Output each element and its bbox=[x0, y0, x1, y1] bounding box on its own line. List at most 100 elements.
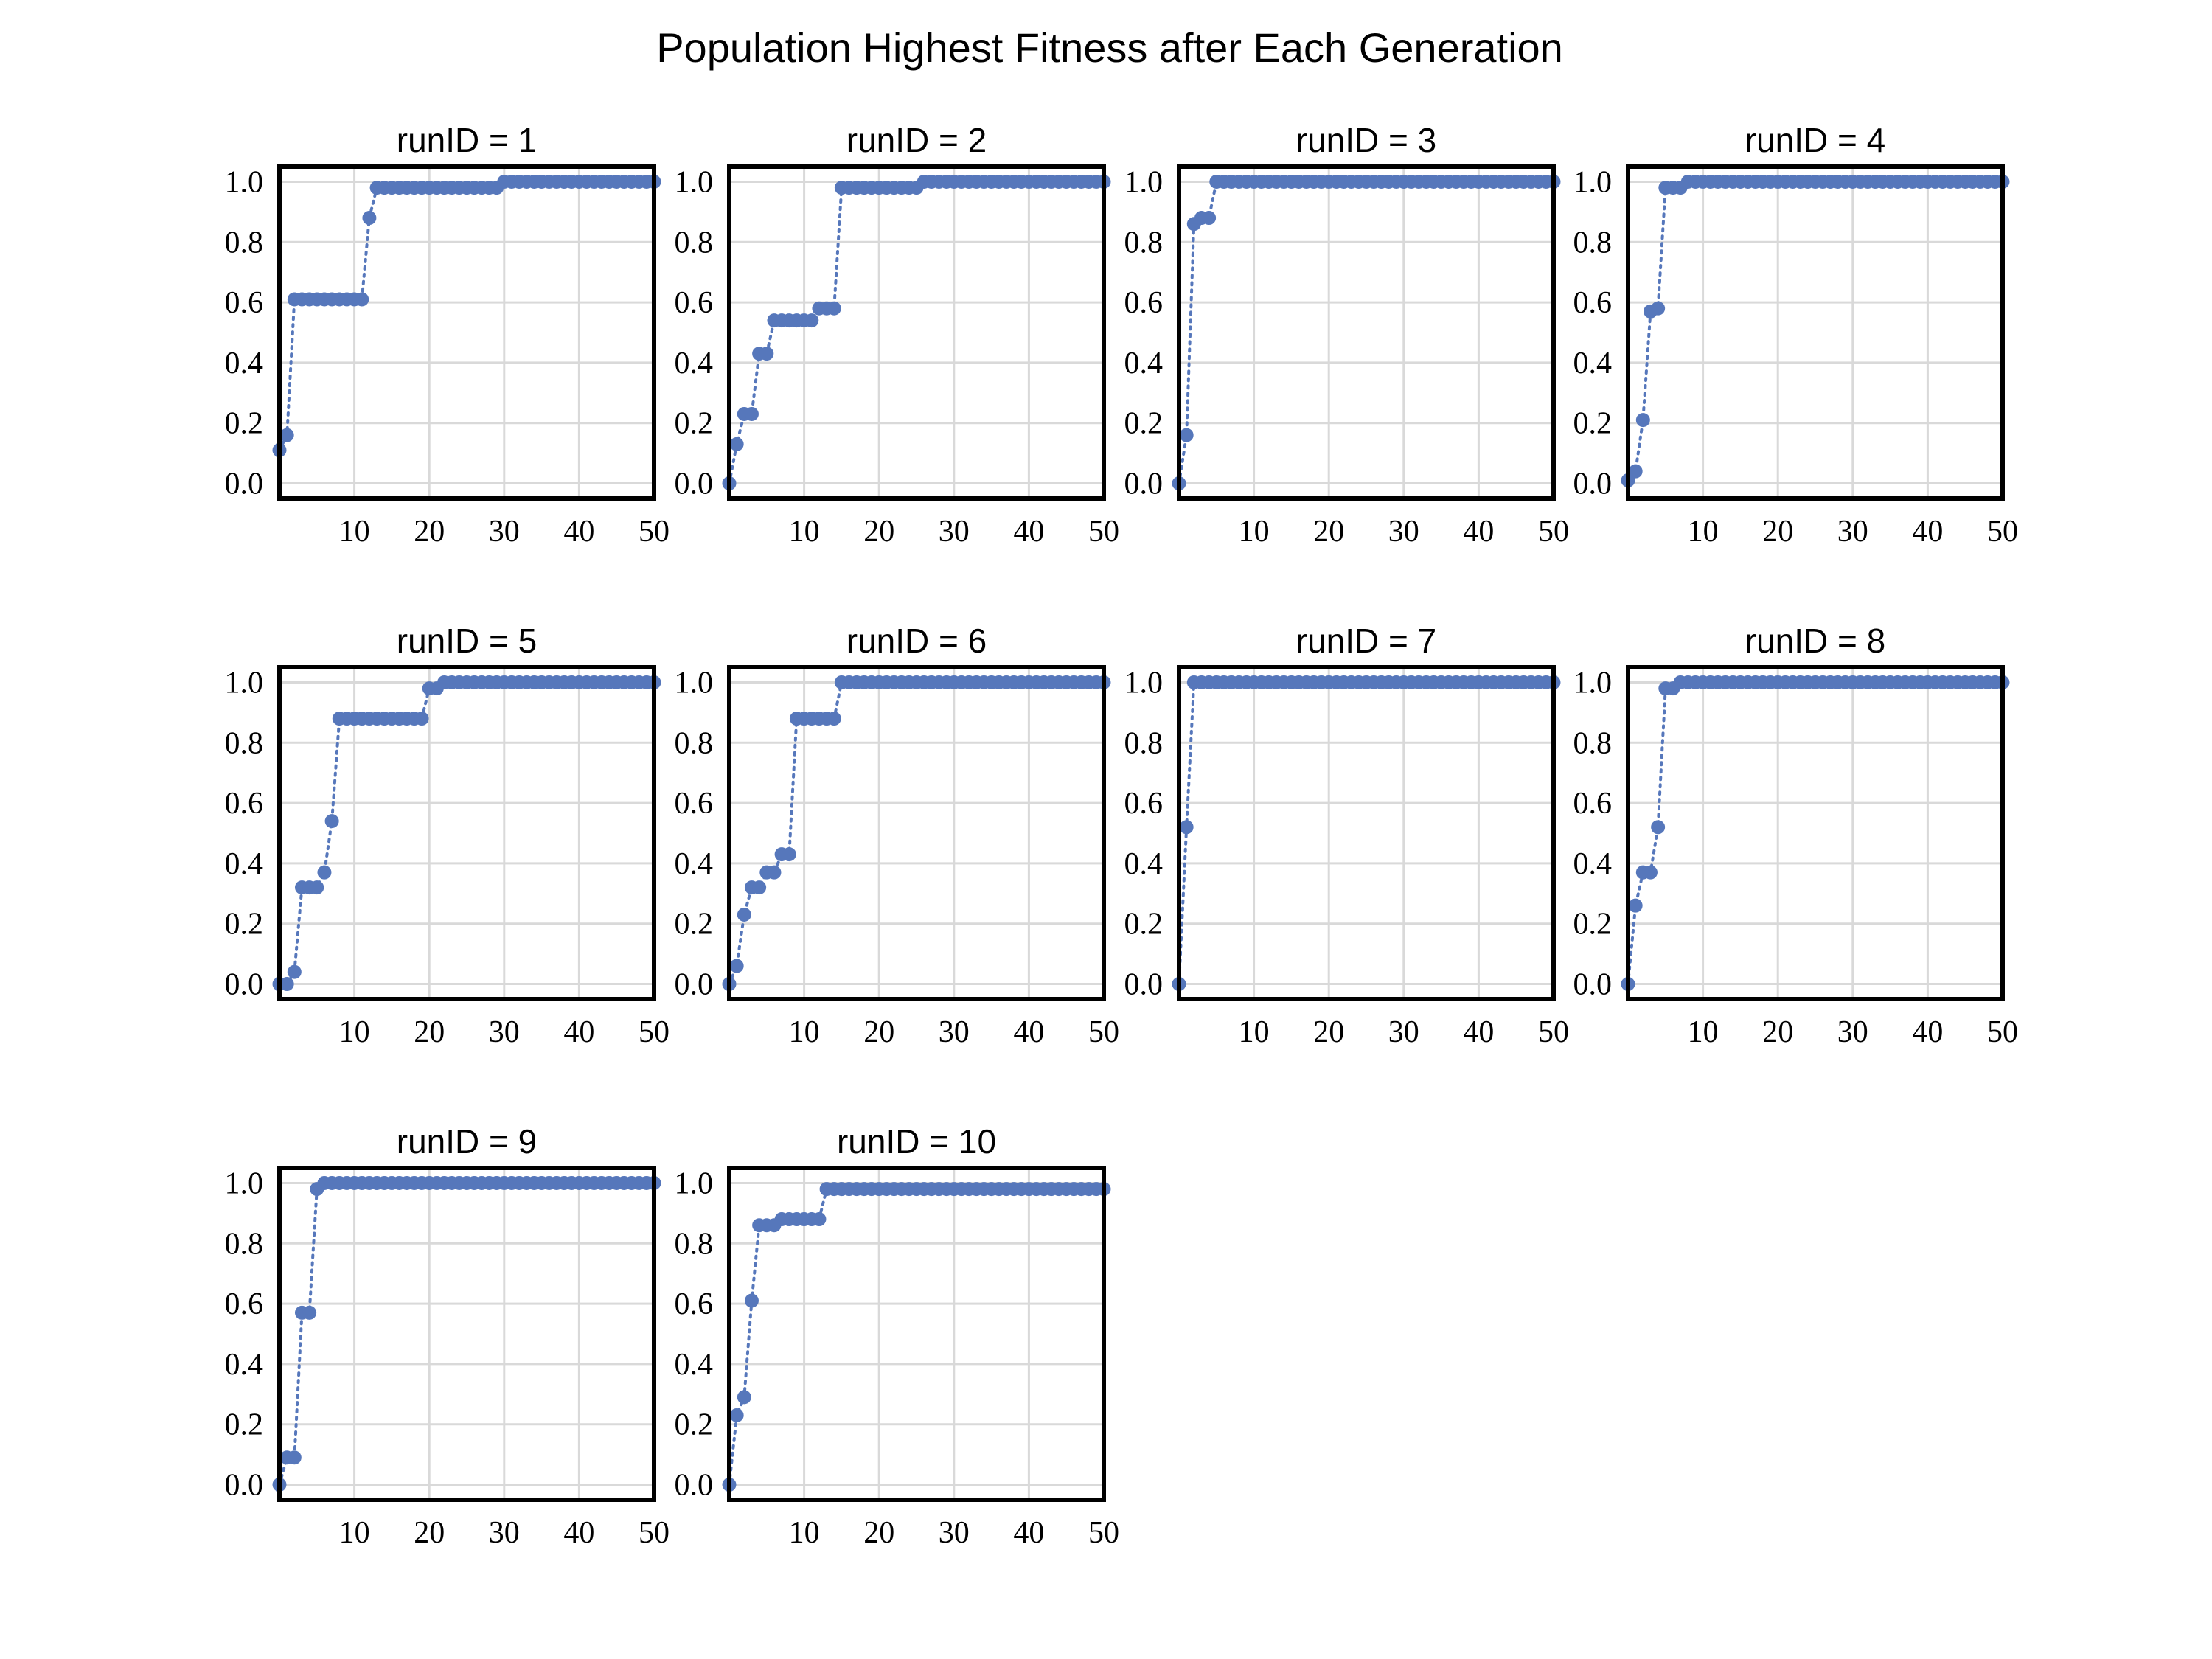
subplot-10: runID = 10 10 20 30 40 50 0.0 0.2 0.4 0.6 0.8 1.0 bbox=[675, 1122, 1120, 1550]
x-tick-label: 40 bbox=[1013, 1015, 1044, 1049]
data-point bbox=[744, 406, 759, 421]
x-tick-label: 50 bbox=[1088, 1015, 1119, 1049]
y-tick-label: 1.0 bbox=[675, 165, 714, 199]
y-tick-label: 0.4 bbox=[225, 347, 264, 380]
data-point bbox=[362, 211, 377, 226]
subplot-8: runID = 8 10 20 30 40 50 0.0 0.2 0.4 0.6 0.8 1.0 bbox=[1573, 622, 2019, 1049]
plot-frame bbox=[277, 665, 656, 1001]
data-point bbox=[737, 907, 751, 922]
subplot-title: runID = 1 bbox=[397, 121, 538, 159]
subplot-1: runID = 1 10 20 30 40 50 0.0 0.2 0.4 0.6 0.8 1.0 bbox=[225, 121, 670, 549]
y-tick-label: 0.6 bbox=[1573, 787, 1613, 821]
subplot-2: runID = 2 10 20 30 40 50 0.0 0.2 0.4 0.6 0.8 1.0 bbox=[675, 121, 1120, 549]
y-tick-label: 0.8 bbox=[225, 1227, 264, 1261]
y-tick-label: 0.0 bbox=[675, 467, 714, 501]
y-tick-label: 0.2 bbox=[1573, 908, 1613, 942]
data-point bbox=[287, 964, 302, 979]
y-tick-label: 0.6 bbox=[1573, 286, 1613, 320]
subplot-3: runID = 3 10 20 30 40 50 0.0 0.2 0.4 0.6 0.8 1.0 bbox=[1124, 121, 1570, 549]
y-tick-label: 0.8 bbox=[1573, 726, 1613, 760]
data-point bbox=[827, 712, 841, 726]
series-line bbox=[1627, 681, 2004, 986]
subplot-5: runID = 5 10 20 30 40 50 0.0 0.2 0.4 0.6 0.8 1.0 bbox=[225, 622, 670, 1049]
x-tick-label: 20 bbox=[414, 1516, 445, 1550]
data-point bbox=[302, 1305, 317, 1320]
y-tick-label: 1.0 bbox=[1124, 666, 1164, 700]
x-tick-label: 30 bbox=[489, 1015, 520, 1049]
series-line bbox=[728, 681, 1105, 986]
plot-frame bbox=[277, 164, 656, 501]
plot-frame bbox=[1177, 164, 1556, 501]
y-tick-label: 0.6 bbox=[225, 286, 264, 320]
y-tick-label: 1.0 bbox=[1124, 165, 1164, 199]
x-tick-label: 50 bbox=[1088, 1516, 1119, 1550]
y-tick-label: 0.8 bbox=[225, 726, 264, 760]
subplot-9: runID = 9 10 20 30 40 50 0.0 0.2 0.4 0.6 0.8 1.0 bbox=[225, 1122, 670, 1550]
series-line bbox=[1178, 681, 1555, 986]
y-tick-label: 0.8 bbox=[675, 226, 714, 260]
data-point bbox=[729, 959, 744, 973]
subplot-7: runID = 7 10 20 30 40 50 0.0 0.2 0.4 0.6 0.8 1.0 bbox=[1124, 622, 1570, 1049]
x-tick-label: 20 bbox=[863, 1516, 894, 1550]
y-tick-label: 0.0 bbox=[1124, 467, 1164, 501]
y-tick-label: 0.0 bbox=[1573, 467, 1613, 501]
x-tick-label: 40 bbox=[1912, 515, 1943, 549]
y-tick-label: 0.6 bbox=[675, 286, 714, 320]
x-tick-label: 50 bbox=[639, 1015, 669, 1049]
subplot-title: runID = 3 bbox=[1296, 121, 1437, 159]
data-point bbox=[804, 313, 819, 328]
x-tick-label: 20 bbox=[1313, 1015, 1344, 1049]
y-tick-label: 1.0 bbox=[675, 666, 714, 700]
x-tick-label: 20 bbox=[414, 515, 445, 549]
data-point bbox=[729, 437, 744, 451]
subplot-title: runID = 5 bbox=[397, 622, 538, 660]
y-tick-label: 0.8 bbox=[1124, 226, 1164, 260]
subplot-title: runID = 4 bbox=[1745, 121, 1886, 159]
y-tick-label: 0.8 bbox=[675, 726, 714, 760]
x-tick-label: 40 bbox=[1912, 1015, 1943, 1049]
subplot-title: runID = 9 bbox=[397, 1122, 538, 1161]
x-tick-label: 30 bbox=[939, 1015, 970, 1049]
y-tick-label: 0.2 bbox=[1573, 407, 1613, 441]
subplot-title: runID = 6 bbox=[846, 622, 987, 660]
x-tick-label: 40 bbox=[1463, 515, 1494, 549]
data-point bbox=[767, 865, 782, 880]
x-tick-label: 40 bbox=[563, 1015, 594, 1049]
y-tick-label: 0.8 bbox=[1573, 226, 1613, 260]
subplot-6: runID = 6 10 20 30 40 50 0.0 0.2 0.4 0.6 0.8 1.0 bbox=[675, 622, 1120, 1049]
x-tick-label: 10 bbox=[1239, 515, 1270, 549]
data-point bbox=[1202, 211, 1217, 226]
x-tick-label: 50 bbox=[639, 515, 669, 549]
x-tick-label: 50 bbox=[1088, 515, 1119, 549]
x-tick-label: 40 bbox=[1013, 515, 1044, 549]
series-line bbox=[1178, 180, 1555, 485]
x-tick-label: 10 bbox=[1239, 1015, 1270, 1049]
series-line bbox=[728, 180, 1105, 485]
x-tick-label: 50 bbox=[1538, 515, 1569, 549]
y-tick-label: 1.0 bbox=[675, 1166, 714, 1200]
data-point bbox=[1651, 820, 1666, 835]
y-tick-label: 0.6 bbox=[225, 1287, 264, 1321]
x-tick-label: 30 bbox=[1837, 515, 1868, 549]
x-tick-label: 10 bbox=[1688, 515, 1719, 549]
x-tick-label: 30 bbox=[1837, 1015, 1868, 1049]
y-tick-label: 0.4 bbox=[1573, 847, 1613, 881]
y-tick-label: 1.0 bbox=[225, 165, 264, 199]
y-tick-label: 1.0 bbox=[225, 1166, 264, 1200]
y-tick-label: 0.2 bbox=[225, 407, 264, 441]
x-tick-label: 30 bbox=[489, 1516, 520, 1550]
x-tick-label: 40 bbox=[563, 515, 594, 549]
data-point bbox=[752, 880, 767, 895]
y-tick-label: 0.8 bbox=[1124, 726, 1164, 760]
plot-frame bbox=[727, 665, 1106, 1001]
series-line bbox=[278, 681, 655, 986]
x-tick-label: 30 bbox=[939, 515, 970, 549]
series-line bbox=[278, 1181, 655, 1486]
x-tick-label: 20 bbox=[863, 1015, 894, 1049]
y-tick-label: 0.2 bbox=[225, 1408, 264, 1442]
plot-frame bbox=[727, 1166, 1106, 1502]
x-tick-label: 20 bbox=[1762, 515, 1793, 549]
data-point bbox=[759, 347, 774, 361]
data-point bbox=[782, 847, 796, 862]
